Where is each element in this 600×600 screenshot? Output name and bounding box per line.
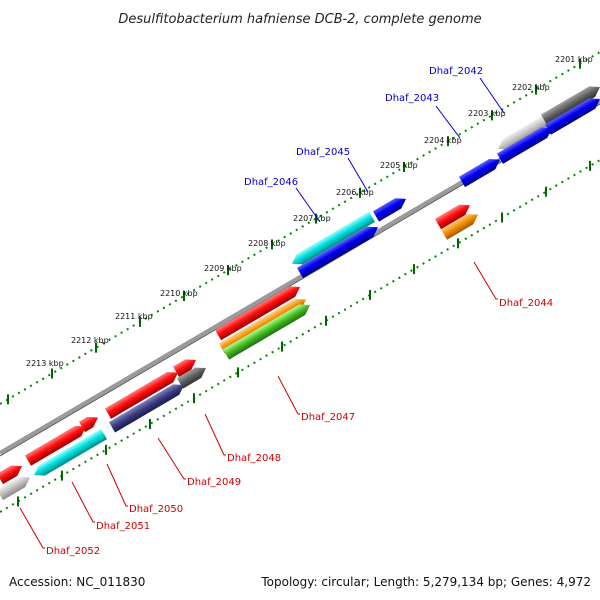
leader-line [435, 105, 461, 139]
gene-feature[interactable] [434, 200, 473, 230]
gene-feature[interactable] [372, 194, 409, 222]
gene-label-bottom[interactable]: Dhaf_2044 [499, 298, 553, 309]
gene-arrow[interactable] [372, 194, 409, 222]
kbp-label: 2202 kbp [512, 83, 550, 92]
gene-arrow[interactable] [495, 114, 552, 154]
gene-feature[interactable] [495, 114, 552, 154]
gene-feature[interactable] [296, 222, 381, 279]
gene-arrow[interactable] [544, 94, 600, 135]
gene-label-bottom[interactable]: Dhaf_2049 [187, 477, 241, 488]
gene-feature[interactable] [0, 461, 25, 485]
gene-feature[interactable] [0, 472, 33, 501]
gene-label-bottom[interactable]: Dhaf_2048 [227, 453, 281, 464]
gene-feature[interactable] [458, 154, 503, 188]
kbp-label: 2203 kbp [468, 109, 506, 118]
gene-arrow[interactable] [214, 282, 303, 341]
kbp-label: 2208 kbp [248, 239, 286, 248]
kbp-label: 2206 kbp [336, 188, 374, 197]
gene-arrow[interactable] [296, 222, 381, 279]
gene-arrow[interactable] [222, 300, 313, 360]
inner-major-ticks [17, 160, 591, 507]
gene-arrow[interactable] [0, 461, 25, 485]
leader-line [204, 413, 226, 456]
gene-arrow[interactable] [172, 355, 199, 377]
gene-arrow[interactable] [540, 82, 600, 126]
leader-line [479, 77, 505, 114]
gene-feature[interactable] [31, 428, 108, 480]
gene-label-bottom[interactable]: Dhaf_2051 [96, 521, 150, 532]
genome-summary-text: Topology: circular; Length: 5,279,134 bp… [260, 575, 591, 589]
leader-line [473, 261, 498, 300]
gene-feature[interactable] [104, 367, 181, 419]
leader-line [71, 481, 95, 523]
gene-label-top[interactable]: Dhaf_2045 [296, 147, 350, 158]
gene-feature[interactable] [496, 123, 555, 164]
kbp-label: 2210 kbp [160, 289, 198, 298]
gene-label-bottom[interactable]: Dhaf_2050 [129, 504, 183, 515]
gene-arrow[interactable] [24, 421, 89, 466]
gene-feature[interactable] [222, 300, 313, 360]
kbp-label: 2209 kbp [204, 264, 242, 273]
gene-feature[interactable] [172, 355, 199, 377]
gene-features [0, 82, 600, 501]
leader-line [295, 187, 321, 223]
gene-feature[interactable] [540, 82, 600, 126]
leader-line [157, 437, 186, 480]
gene-arrow[interactable] [108, 380, 187, 433]
outer-tick-line [0, 51, 600, 405]
gene-arrow[interactable] [289, 211, 376, 269]
leader-line [19, 507, 45, 549]
gene-arrow[interactable] [31, 428, 108, 480]
gene-feature[interactable] [440, 209, 481, 240]
gene-feature[interactable] [289, 211, 376, 269]
gene-label-bottom[interactable]: Dhaf_2047 [301, 412, 355, 423]
gene-label-top[interactable]: Dhaf_2042 [429, 66, 483, 77]
gene-arrow[interactable] [176, 363, 209, 389]
gene-feature[interactable] [176, 363, 209, 389]
genome-backbone [0, 99, 600, 455]
kbp-label: 2213 kbp [26, 359, 64, 368]
leader-line [277, 375, 300, 415]
gene-feature[interactable] [544, 94, 600, 135]
gene-feature[interactable] [214, 282, 303, 341]
gene-label-top[interactable]: Dhaf_2046 [244, 177, 298, 188]
genome-backbone-shadow [0, 103, 600, 457]
outer-major-ticks [7, 58, 581, 405]
gene-arrow[interactable] [440, 209, 481, 240]
kbp-label: 2205 kbp [380, 161, 418, 170]
gene-label-top[interactable]: Dhaf_2043 [385, 93, 439, 104]
gene-arrow[interactable] [0, 472, 33, 501]
gene-arrow[interactable] [458, 154, 503, 188]
map-title: Desulfitobacterium hafniense DCB-2, comp… [118, 12, 481, 27]
leader-line [347, 157, 369, 193]
accession-text: Accession: NC_011830 [9, 575, 145, 589]
gene-feature[interactable] [108, 380, 187, 433]
gene-arrow[interactable] [496, 123, 555, 164]
kbp-label: 2212 kbp [71, 336, 109, 345]
kbp-label: 2207 kbp [293, 214, 331, 223]
kbp-label: 2204 kbp [424, 136, 462, 145]
gene-arrow[interactable] [104, 367, 181, 419]
kbp-label: 2211 kbp [115, 312, 153, 321]
gene-feature[interactable] [24, 421, 89, 466]
gene-arrow[interactable] [434, 200, 473, 230]
gene-label-bottom[interactable]: Dhaf_2052 [46, 546, 100, 557]
kbp-label: 2201 kbp [555, 55, 593, 64]
leader-line [106, 463, 128, 507]
